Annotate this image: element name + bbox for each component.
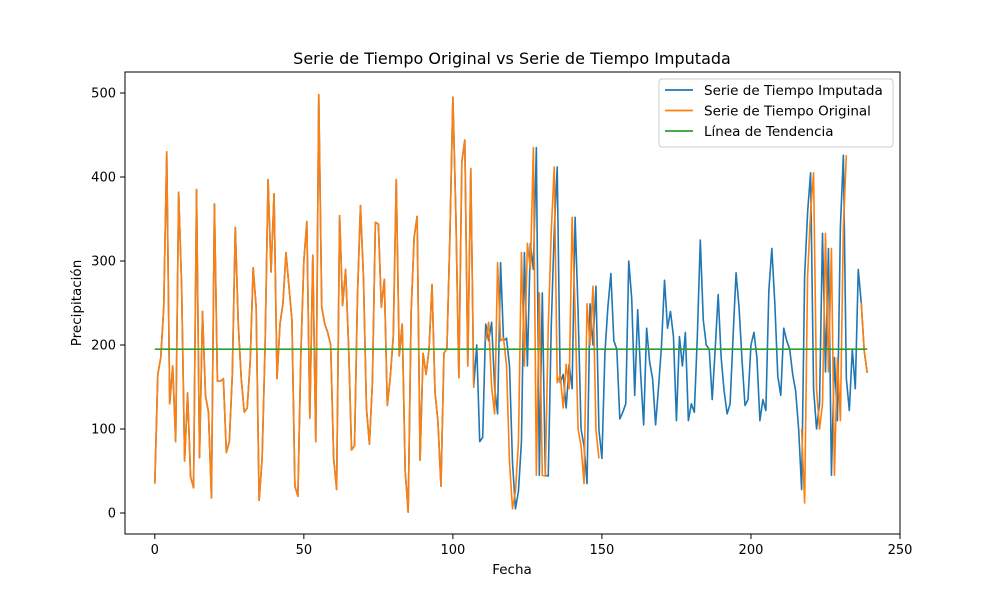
series-line-serie-de-tiempo-original	[154, 93, 869, 513]
legend-label: Línea de Tendencia	[704, 124, 834, 140]
plot-frame	[124, 71, 901, 535]
y-tick-label: 0	[108, 507, 116, 522]
y-tick-label: 400	[91, 171, 116, 186]
x-axis-ticks: 0 50 100 150 200 250	[151, 534, 913, 558]
x-tick-label: 200	[739, 543, 764, 558]
x-tick-label: 100	[440, 543, 465, 558]
y-tick-label: 200	[91, 339, 116, 354]
x-tick-label: 0	[151, 543, 159, 558]
legend: Serie de Tiempo Imputada Serie de Tiempo …	[658, 78, 894, 148]
y-tick-label: 300	[91, 255, 116, 270]
y-tick-label: 100	[91, 423, 116, 438]
series-layer	[154, 93, 869, 513]
x-tick-label: 250	[888, 543, 913, 558]
legend-box	[658, 78, 894, 148]
chart-title: Serie de Tiempo Original vs Serie de Tie…	[293, 49, 731, 68]
y-axis-label: Precipitación	[69, 260, 85, 347]
legend-label: Serie de Tiempo Imputada	[704, 83, 883, 99]
x-tick-label: 150	[590, 543, 615, 558]
legend-label: Serie de Tiempo Original	[704, 103, 871, 119]
x-tick-label: 50	[296, 543, 313, 558]
y-tick-label: 500	[91, 87, 116, 102]
x-axis-label: Fecha	[492, 562, 532, 578]
y-axis-ticks: 0 100 200 300 400 500	[91, 87, 125, 522]
